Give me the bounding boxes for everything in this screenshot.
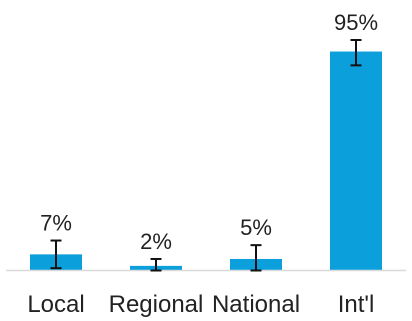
x-tick-label-int-l: Int'l bbox=[338, 291, 375, 318]
bar-int-l bbox=[330, 52, 382, 271]
x-tick-labels-layer: Local Regional National Int'l bbox=[27, 291, 374, 318]
data-label-regional: 2% bbox=[140, 229, 172, 254]
error-bars-layer bbox=[51, 40, 362, 271]
x-tick-label-regional: Regional bbox=[109, 291, 204, 318]
data-label-national: 5% bbox=[240, 215, 272, 240]
x-tick-label-local: Local bbox=[27, 291, 84, 318]
data-label-local: 7% bbox=[40, 211, 72, 236]
data-labels-layer: 7% 2% 5% 95% bbox=[40, 10, 378, 254]
x-tick-label-national: National bbox=[212, 291, 300, 318]
data-label-int-l: 95% bbox=[334, 10, 378, 35]
bars-layer bbox=[30, 52, 382, 271]
